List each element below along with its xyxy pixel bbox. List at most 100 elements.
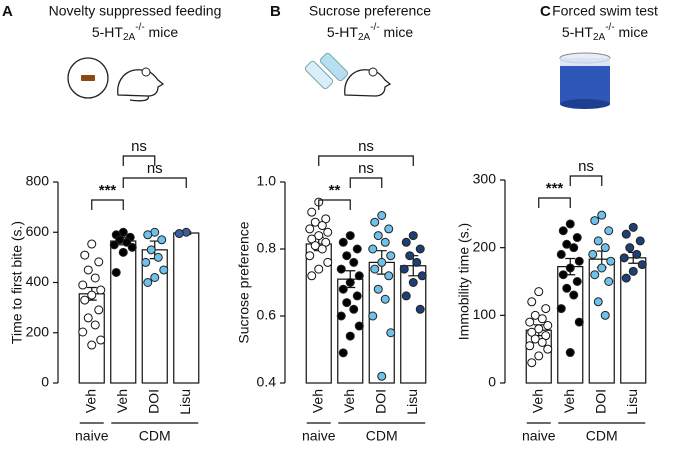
significance-label: ns [578,158,594,175]
bracket [569,175,603,186]
data-point [417,271,427,281]
data-point [543,344,553,354]
data-point [574,317,584,327]
data-point [143,278,153,287]
data-point [597,210,607,220]
y-tick-label: 0.4 [257,374,277,390]
data-point [150,272,160,282]
data-point [408,278,418,287]
group-label: naive [522,428,556,444]
data-point [338,237,348,247]
data-point [597,263,607,273]
panel-letter: B [270,3,281,20]
data-point [543,320,553,330]
data-point [83,313,93,323]
data-point [530,334,540,344]
data-point [525,317,535,327]
data-point [80,250,90,260]
bracket [318,199,351,210]
data-point [373,284,383,294]
chart-title: Sucrose preference [309,3,431,19]
data-point [401,237,411,247]
x-tick-label: Veh [309,389,325,413]
data-point [565,348,575,358]
icon-swim [559,52,611,109]
significance-label: ns [358,160,374,177]
data-point [352,291,362,301]
data-point [87,239,97,249]
data-point [525,341,535,351]
subtitle-base: 5-HT [562,24,594,40]
data-point [562,283,572,293]
data-point [78,280,88,290]
data-point [565,263,575,273]
y-tick-label: 200 [26,323,50,339]
data-point [380,237,390,247]
icon-sucrose [304,52,392,97]
x-tick-label: Veh [529,389,545,413]
y-tick-label: 600 [26,223,50,239]
group-label: CDM [586,428,618,444]
data-point [80,295,90,305]
data-point [574,256,584,266]
data-point [408,231,418,241]
y-tick-label: 0 [488,374,496,390]
data-point [342,251,352,261]
subtitle-sub: 2A [593,32,606,43]
significance-label: ** [329,182,341,199]
subtitle-sup: -/- [135,22,144,33]
data-point [621,273,631,283]
data-point [628,266,638,276]
data-point [354,271,364,281]
bracket [538,197,571,208]
data-point [628,222,638,232]
group-label: CDM [139,428,171,444]
data-point [345,278,355,287]
data-point [604,277,614,286]
data-point [317,244,327,254]
data-point [78,327,88,337]
data-point [590,270,600,280]
x-tick-label: DOI [592,389,608,414]
icon-feeding [67,57,165,102]
data-point [90,273,100,283]
data-point [83,265,93,275]
x-tick-label: Veh [82,389,98,413]
data-point [157,235,167,245]
data-point [307,207,317,217]
data-point [345,231,355,241]
y-tick-label: 800 [26,173,50,189]
bar [368,261,395,384]
data-point [345,331,355,341]
significance-label: ns [131,138,147,155]
subtitle-sup: -/- [370,22,379,33]
data-point [370,264,380,274]
data-point [96,285,106,295]
significance-label: *** [546,180,564,197]
x-tick-label: Lisu [624,389,640,415]
group-label: naive [75,428,109,444]
chart-subtitle: 5-HT2A-/- mice [327,22,413,43]
data-point [96,335,106,345]
y-tick-label: 100 [473,306,497,322]
data-point [386,251,396,261]
data-point [412,257,422,267]
data-point [380,294,390,304]
data-point [604,226,614,236]
y-axis-label: Time to first bite (s.) [9,221,25,344]
data-point [174,229,184,239]
data-point [90,320,100,330]
x-tick-label: DOI [145,389,161,414]
data-point [415,244,425,254]
data-point [530,310,540,320]
y-tick-label: 0.6 [257,307,277,323]
data-point [141,257,151,267]
data-point [534,287,544,297]
data-point [637,260,647,270]
data-point [537,314,547,324]
data-point [143,230,153,240]
data-point [537,337,547,347]
data-point [354,321,364,331]
bracket [122,177,187,188]
